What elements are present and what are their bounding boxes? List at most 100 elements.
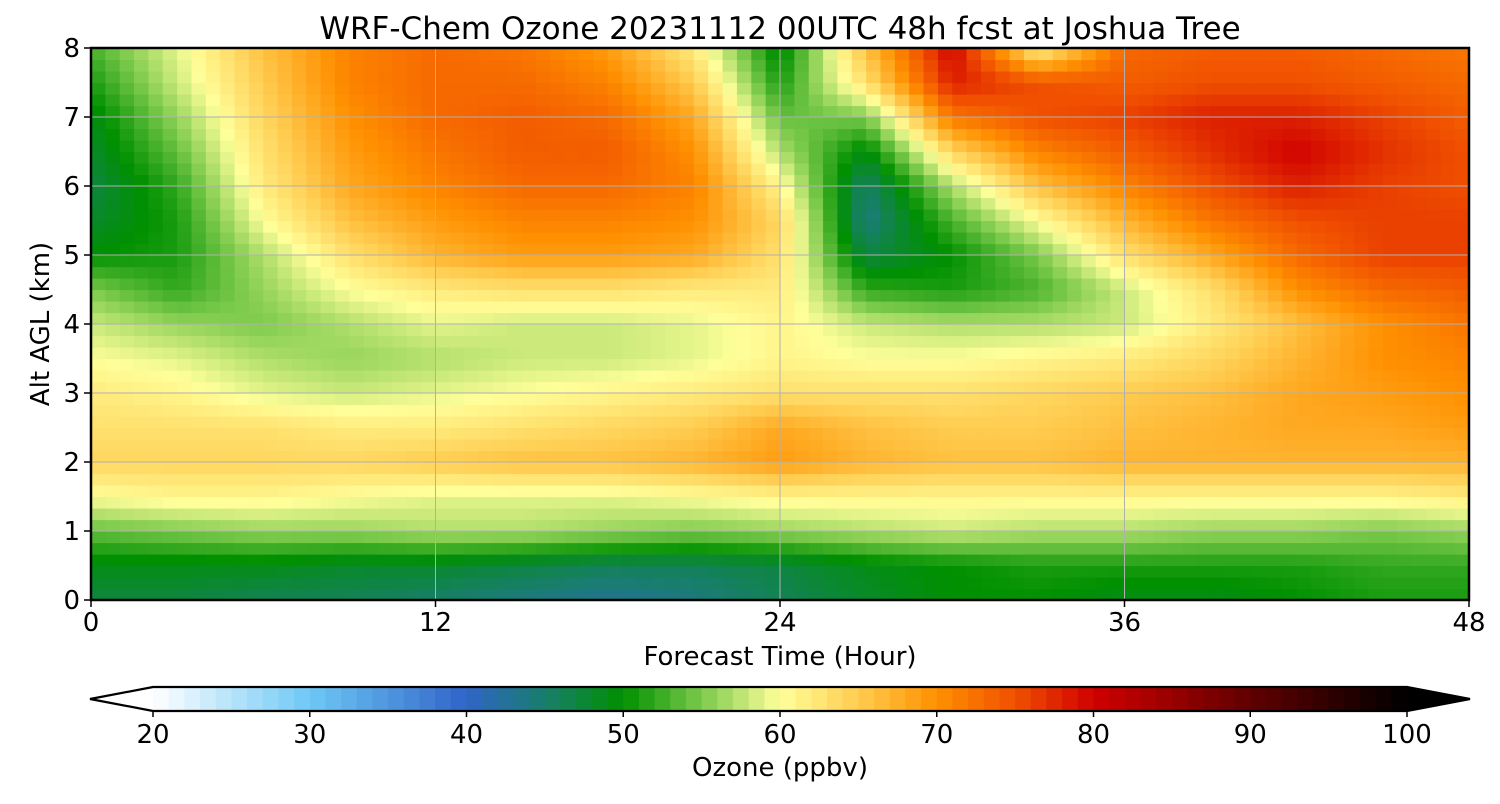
heatmap-cell xyxy=(722,128,738,141)
heatmap-cell xyxy=(1110,82,1126,95)
heatmap-cell xyxy=(823,416,839,429)
heatmap-cell xyxy=(1411,519,1427,532)
heatmap-cell xyxy=(1009,151,1025,164)
heatmap-cell xyxy=(435,59,451,72)
heatmap-cell xyxy=(421,128,437,141)
heatmap-cell xyxy=(794,393,810,406)
heatmap-cell xyxy=(894,370,910,383)
heatmap-cell xyxy=(1325,554,1341,567)
heatmap-cell xyxy=(765,71,781,84)
heatmap-cell xyxy=(119,151,135,164)
heatmap-cell xyxy=(220,473,236,486)
heatmap-cell xyxy=(679,82,695,95)
heatmap-cell xyxy=(1268,358,1283,371)
heatmap-cell xyxy=(1024,266,1039,279)
heatmap-cell xyxy=(980,404,996,417)
heatmap-cell xyxy=(1397,255,1413,268)
heatmap-cell xyxy=(421,531,437,544)
heatmap-cell xyxy=(507,163,523,176)
heatmap-cell xyxy=(708,59,724,72)
heatmap-cell xyxy=(995,59,1011,72)
heatmap-cell xyxy=(277,174,293,187)
heatmap-cell xyxy=(421,266,437,279)
heatmap-cell xyxy=(1382,577,1398,590)
heatmap-cell xyxy=(263,588,279,601)
heatmap-cell xyxy=(966,266,982,279)
heatmap-cell xyxy=(1167,48,1183,61)
heatmap-cell xyxy=(363,427,379,440)
heatmap-cell xyxy=(1296,588,1312,601)
heatmap-cell xyxy=(1368,71,1384,84)
heatmap-cell xyxy=(535,232,551,245)
heatmap-cell xyxy=(1325,450,1341,463)
heatmap-cell xyxy=(177,301,193,314)
heatmap-cell xyxy=(464,209,480,222)
heatmap-cell xyxy=(1339,255,1355,268)
heatmap-cell xyxy=(177,473,193,486)
heatmap-cell xyxy=(794,140,810,153)
heatmap-cell xyxy=(909,312,925,325)
heatmap-cell xyxy=(406,301,422,314)
colorbar-segment xyxy=(184,687,201,711)
heatmap-cell xyxy=(234,266,250,279)
heatmap-cell xyxy=(205,232,221,245)
heatmap-cell xyxy=(564,48,580,61)
heatmap-cell xyxy=(937,163,953,176)
heatmap-cell xyxy=(693,312,709,325)
heatmap-cell xyxy=(363,243,379,256)
heatmap-cell xyxy=(894,462,910,475)
heatmap-cell xyxy=(1454,243,1470,256)
heatmap-cell xyxy=(550,289,566,302)
heatmap-cell xyxy=(1454,577,1470,590)
heatmap-cell xyxy=(1253,404,1269,417)
colorbar-segment xyxy=(795,687,812,711)
colorbar-segment xyxy=(999,687,1016,711)
heatmap-cell xyxy=(1210,243,1226,256)
heatmap-cell xyxy=(880,140,896,153)
heatmap-cell xyxy=(1009,554,1025,567)
heatmap-cell xyxy=(679,427,695,440)
heatmap-cell xyxy=(1196,439,1212,452)
heatmap-cell xyxy=(1081,82,1097,95)
heatmap-cell xyxy=(636,554,652,567)
heatmap-cell xyxy=(1181,197,1197,210)
heatmap-cell xyxy=(622,347,638,360)
heatmap-cell xyxy=(521,370,537,383)
heatmap-cell xyxy=(751,209,767,222)
heatmap-cell xyxy=(277,508,293,521)
heatmap-cell xyxy=(751,82,767,95)
heatmap-cell xyxy=(535,278,551,291)
heatmap-cell xyxy=(134,186,150,199)
heatmap-cell xyxy=(607,140,623,153)
heatmap-cell xyxy=(1382,519,1398,532)
heatmap-cell xyxy=(1153,565,1169,578)
heatmap-cell xyxy=(607,48,623,61)
heatmap-cell xyxy=(1181,473,1197,486)
heatmap-cell xyxy=(780,439,795,452)
heatmap-cell xyxy=(421,71,437,84)
heatmap-cell xyxy=(277,209,293,222)
heatmap-cell xyxy=(894,94,910,107)
heatmap-cell xyxy=(794,151,810,164)
heatmap-cell xyxy=(1153,266,1169,279)
heatmap-cell xyxy=(1382,163,1398,176)
heatmap-cell xyxy=(191,301,207,314)
heatmap-cell xyxy=(665,427,681,440)
heatmap-cell xyxy=(205,358,221,371)
heatmap-cell xyxy=(1196,496,1212,509)
heatmap-cell xyxy=(952,439,968,452)
heatmap-cell xyxy=(1095,163,1111,176)
heatmap-cell xyxy=(579,324,594,337)
heatmap-cell xyxy=(263,335,279,348)
heatmap-cell xyxy=(880,82,896,95)
heatmap-cell xyxy=(1153,232,1169,245)
heatmap-cell xyxy=(966,347,982,360)
heatmap-cell xyxy=(291,427,307,440)
colorbar-segment xyxy=(1250,687,1267,711)
heatmap-cell xyxy=(162,117,178,130)
heatmap-cell xyxy=(1138,404,1154,417)
heatmap-cell xyxy=(1009,427,1025,440)
heatmap-cell xyxy=(1253,94,1269,107)
heatmap-cell xyxy=(679,289,695,302)
heatmap-cell xyxy=(579,128,594,141)
